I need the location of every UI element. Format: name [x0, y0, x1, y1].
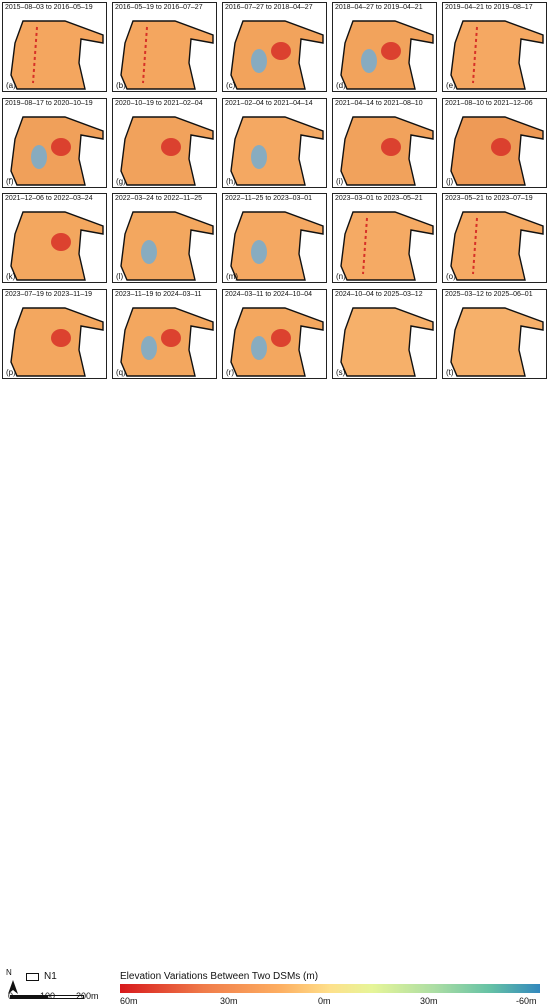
panel-title: 2021–04–14 to 2021–08–10: [335, 99, 423, 108]
colorbar-tick-60: 60m: [120, 996, 138, 1006]
panel-label: (t): [446, 367, 454, 377]
panel-label: (h): [226, 176, 236, 186]
panel-label: (e): [446, 81, 456, 90]
map-panel: 2023–07–19 to 2023–11–19 (p): [2, 288, 107, 379]
map-panel: 2022–11–25 to 2023–03–01 (m): [222, 193, 327, 283]
panel-title: 2021–08–10 to 2021–12–06: [445, 99, 533, 108]
colorbar-tick-30: 30m: [220, 996, 238, 1006]
panel-title: 2023–03–01 to 2023–05–21: [335, 195, 423, 203]
map-panel: 2022–03–24 to 2022–11–25 (l): [112, 193, 217, 283]
panel-title: 2023–07–19 to 2023–11–19: [5, 290, 93, 299]
panel-title: 2023–11–19 to 2024–03–11: [115, 290, 202, 299]
panel-title: 2020–10–19 to 2021–02–04: [115, 99, 203, 108]
map-panel: 2019–04–21 to 2019–08–17 (e): [442, 2, 547, 92]
scale-label-200: 200m: [76, 991, 99, 1001]
map-panel: 2023–11–19 to 2024–03–11 (q): [112, 288, 217, 379]
panel-label: (k): [6, 272, 16, 281]
map-panel: 2019–08–17 to 2020–10–19 (f): [2, 97, 107, 188]
map-panel: 2016–07–27 to 2018–04–27 (c): [222, 2, 327, 92]
map-grid: 2015–08–03 to 2016–05–19 (a) 2016–05–19 to…: [0, 0, 550, 478]
colorbar-tick-0: 0m: [318, 996, 331, 1006]
boundary-label: N1: [44, 971, 57, 982]
panel-label: (g): [116, 176, 126, 186]
map-panel: 2021–08–10 to 2021–12–06 (j): [442, 97, 547, 188]
map-panel: 2015–08–03 to 2016–05–19 (a): [2, 2, 107, 92]
panel-title: 2015–08–03 to 2016–05–19: [5, 4, 93, 12]
panel-label: (o): [446, 272, 456, 281]
panel-title: 2019–08–17 to 2020–10–19: [5, 99, 93, 108]
north-label: N: [6, 968, 12, 977]
scale-label-100: 100: [40, 991, 56, 1001]
map-panel: 2023–05–21 to 2023–07–19 (o): [442, 193, 547, 283]
panel-label: (l): [116, 272, 124, 281]
panel-label: (c): [226, 81, 236, 90]
panel-label: (p): [6, 367, 16, 377]
panel-title: 2021–02–04 to 2021–04–14: [225, 99, 313, 108]
panel-title: 2021–12–06 to 2022–03–24: [5, 195, 93, 203]
panel-label: (q): [116, 367, 126, 377]
boundary-symbol: [26, 973, 39, 981]
map-panel: 2021–12–06 to 2022–03–24 (k): [2, 193, 107, 283]
panel-title: 2025–03–12 to 2025–06–01: [445, 290, 533, 299]
scale-label-0: 0: [8, 991, 14, 1001]
panel-label: (r): [226, 367, 234, 377]
panel-title: 2019–04–21 to 2019–08–17: [445, 4, 533, 12]
map-panel: 2016–05–19 to 2016–07–27 (b): [112, 2, 217, 92]
panel-title: 2016–07–27 to 2018–04–27: [225, 4, 313, 12]
panel-title: 2024–03–11 to 2024–10–04: [225, 290, 313, 299]
colorbar-tick-neg30: 30m: [420, 996, 438, 1006]
map-panel: 2023–03–01 to 2023–05–21 (n): [332, 193, 437, 283]
colorbar: [120, 984, 540, 993]
panel-title: 2022–03–24 to 2022–11–25: [115, 195, 203, 203]
panel-label: (a): [6, 81, 16, 90]
map-panel: 2021–02–04 to 2021–04–14 (h): [222, 97, 327, 188]
panel-label: (n): [336, 272, 346, 281]
panel-label: (b): [116, 81, 126, 90]
map-panel: 2024–10–04 to 2025–03–12 (s): [332, 288, 437, 379]
panel-title: 2023–05–21 to 2023–07–19: [445, 195, 533, 203]
panel-title: 2022–11–25 to 2023–03–01: [225, 195, 313, 203]
panel-title: 2024–10–04 to 2025–03–12: [335, 290, 423, 299]
colorbar-tick-neg60: -60m: [516, 996, 537, 1006]
panel-label: (s): [336, 367, 346, 377]
panel-label: (j): [446, 176, 454, 186]
panel-title: 2016–05–19 to 2016–07–27: [115, 4, 203, 12]
colorbar-title: Elevation Variations Between Two DSMs (m…: [120, 971, 319, 982]
panel-title: 2018–04–27 to 2019–04–21: [335, 4, 423, 12]
map-panel: 2024–03–11 to 2024–10–04 (r): [222, 288, 327, 379]
panel-label: (d): [336, 81, 346, 90]
map-panel: 2021–04–14 to 2021–08–10 (i): [332, 97, 437, 188]
legend: N N1 0 100 200m Elevation Variations Bet…: [0, 484, 550, 1006]
panel-label: (f): [6, 176, 14, 186]
map-panel: 2020–10–19 to 2021–02–04 (g): [112, 97, 217, 188]
panel-label: (i): [336, 176, 344, 186]
map-panel: 2025–03–12 to 2025–06–01 (t): [442, 288, 547, 379]
panel-label: (m): [226, 272, 238, 281]
map-panel: 2018–04–27 to 2019–04–21 (d): [332, 2, 437, 92]
